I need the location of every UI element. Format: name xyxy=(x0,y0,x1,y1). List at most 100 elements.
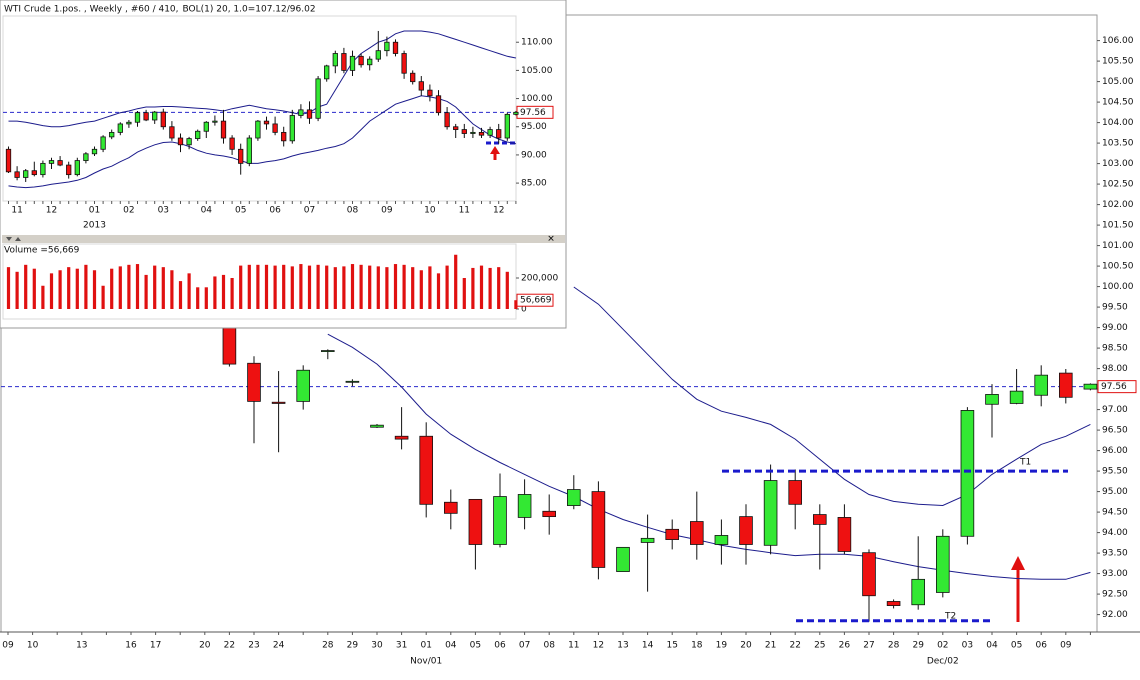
volume-bar xyxy=(316,264,320,309)
candle-body xyxy=(126,121,132,125)
candle-body xyxy=(324,65,330,80)
y-tick-label: 94.50 xyxy=(1102,508,1128,518)
x-tick-label: 04 xyxy=(201,206,213,216)
volume-bar xyxy=(247,264,251,309)
candle-body xyxy=(14,171,20,178)
candle-body xyxy=(453,126,459,130)
x-tick-label: 21 xyxy=(765,641,776,651)
candle-body xyxy=(91,148,98,155)
x-tick-label: 01 xyxy=(89,206,100,216)
close-icon[interactable]: ✕ xyxy=(547,235,555,245)
bollinger-band xyxy=(573,286,1091,507)
candle-body xyxy=(418,81,424,91)
volume-bar xyxy=(92,270,97,309)
candle-body xyxy=(255,120,261,139)
candle-body xyxy=(272,123,278,133)
volume-bar xyxy=(110,268,114,309)
x-tick-label: 06 xyxy=(494,641,506,651)
indicator-label: BOL(1) 20, 1.0=107.12/96.02 xyxy=(183,5,316,15)
x-tick-label: 09 xyxy=(2,641,14,651)
arrow-head xyxy=(490,146,500,154)
x-tick-label: 17 xyxy=(150,641,161,651)
volume-bar xyxy=(41,285,45,309)
volume-bar xyxy=(368,265,372,309)
bollinger-band xyxy=(8,95,516,189)
volume-bar xyxy=(204,287,208,309)
x-tick-label: 07 xyxy=(304,206,315,216)
candle-body xyxy=(83,153,89,161)
candle-body xyxy=(788,480,802,505)
y-tick-label: 98.00 xyxy=(1102,364,1128,374)
current-value-label: 97.56 xyxy=(520,108,546,118)
y-tick-label: 103.50 xyxy=(1102,139,1134,149)
candle-body xyxy=(5,148,12,173)
y-tick-label: 93.50 xyxy=(1102,549,1128,559)
candle-body xyxy=(169,126,175,139)
volume-bar xyxy=(488,267,492,309)
candle-body xyxy=(435,95,442,114)
candle-body xyxy=(289,115,295,142)
y-tick-label: 100.50 xyxy=(1102,262,1134,272)
collapse-icon[interactable] xyxy=(6,237,12,241)
candle-body xyxy=(220,120,227,139)
x-tick-label: 11 xyxy=(11,206,22,216)
candle-body xyxy=(117,123,123,133)
candle-body xyxy=(74,160,80,176)
x-group-label: Nov/01 xyxy=(410,657,442,667)
inset-title: WTI Crude 1.pos. , Weekly , #60 / 410, xyxy=(4,5,179,15)
volume-bar xyxy=(239,265,243,309)
candle-body xyxy=(960,410,975,537)
x-tick-label: 04 xyxy=(445,641,457,651)
x-tick-label: 19 xyxy=(716,641,728,651)
candle-body xyxy=(1034,374,1048,396)
x-tick-label: 09 xyxy=(381,206,393,216)
y-tick-label: 100.00 xyxy=(521,94,553,104)
volume-bar xyxy=(428,266,432,309)
candle-body xyxy=(370,424,384,428)
candle-body xyxy=(504,113,510,139)
candle-body xyxy=(837,517,852,552)
volume-bar xyxy=(75,268,79,309)
volume-title: Volume =56,669 xyxy=(4,246,80,256)
volume-bar xyxy=(273,265,277,309)
y-tick-label: 106.00 xyxy=(1102,36,1134,46)
y-tick-label: 95.50 xyxy=(1102,467,1128,477)
x-tick-label: 09 xyxy=(1060,641,1072,651)
y-tick-label: 200,000 xyxy=(521,274,558,284)
volume-bar xyxy=(264,264,269,309)
volume-bar xyxy=(471,267,475,309)
annotation: T1 xyxy=(1019,458,1031,468)
candle-body xyxy=(186,138,192,146)
candle-body xyxy=(332,53,338,67)
volume-bar xyxy=(213,276,217,309)
candle-body xyxy=(271,401,286,404)
candle-body xyxy=(48,160,55,164)
candle-body xyxy=(57,160,63,166)
candle-body xyxy=(1059,372,1073,398)
x-tick-label: 07 xyxy=(519,641,530,651)
candle-body xyxy=(358,55,364,66)
volume-bar xyxy=(196,287,200,309)
daily-chart: 92.00 92.50 93.00 93.50 94.00 94.50 95.00 95.50… xyxy=(0,14,1140,667)
candle-body xyxy=(763,480,778,546)
x-tick-label: 12 xyxy=(593,641,604,651)
volume-bar xyxy=(445,265,449,309)
x-tick-label: 16 xyxy=(125,641,137,651)
x-tick-label: 28 xyxy=(888,641,900,651)
x-tick-label: 23 xyxy=(248,641,259,651)
candle-body xyxy=(470,131,476,134)
y-tick-label: 0 xyxy=(521,305,527,315)
bollinger-band xyxy=(8,30,516,128)
candle-body xyxy=(246,137,252,164)
x-tick-label: 15 xyxy=(666,641,677,651)
y-tick-label: 96.50 xyxy=(1102,426,1128,436)
candle-body xyxy=(23,170,29,178)
candle-body xyxy=(298,109,304,116)
candle-body xyxy=(419,435,433,505)
x-tick-label: 11 xyxy=(459,206,470,216)
expand-icon[interactable] xyxy=(15,237,21,241)
candle-body xyxy=(195,130,201,139)
volume-bar xyxy=(402,264,406,309)
y-tick-label: 100.00 xyxy=(1102,282,1134,292)
volume-bar xyxy=(256,264,260,309)
